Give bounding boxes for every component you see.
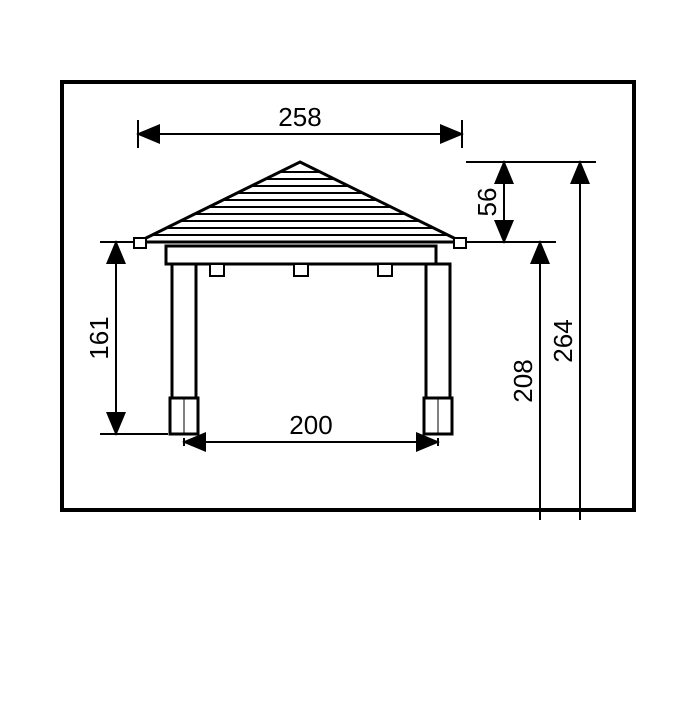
dim-roof-width: 258 bbox=[138, 102, 462, 148]
dim-post-height-value: 208 bbox=[508, 359, 538, 402]
dim-left-height-value: 161 bbox=[84, 316, 114, 359]
technical-drawing: 258 200 161 56 208 264 bbox=[0, 0, 696, 696]
drawing-frame bbox=[62, 82, 634, 510]
dim-roof-width-value: 258 bbox=[278, 102, 321, 132]
dim-post-span-value: 200 bbox=[289, 410, 332, 440]
dim-total-height: 264 bbox=[548, 162, 580, 520]
roof bbox=[134, 162, 466, 248]
dim-total-height-value: 264 bbox=[548, 319, 578, 362]
post-right bbox=[424, 264, 452, 434]
dim-left-height: 161 bbox=[84, 242, 168, 434]
dim-roof-height-value: 56 bbox=[472, 188, 502, 217]
dim-roof-height: 56 bbox=[472, 162, 504, 242]
post-left bbox=[170, 264, 198, 434]
beam bbox=[166, 246, 436, 276]
dim-post-span: 200 bbox=[184, 410, 438, 446]
dim-post-height: 208 bbox=[508, 242, 540, 520]
